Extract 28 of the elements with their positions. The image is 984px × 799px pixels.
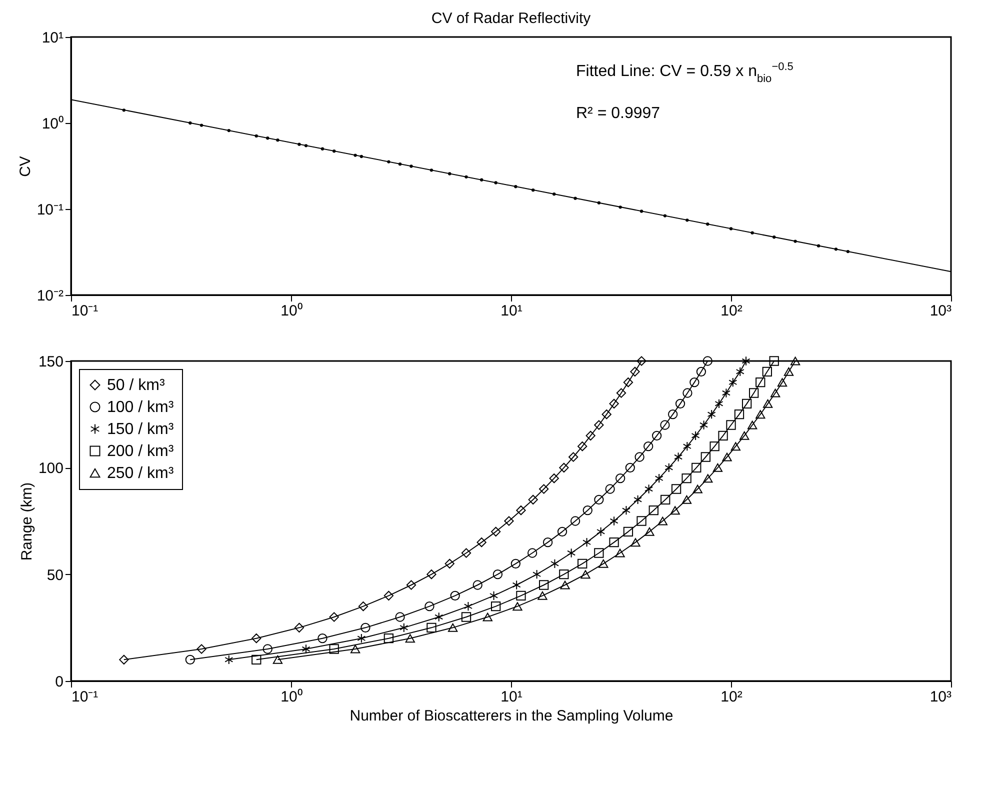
legend-label: 50 / km³ (107, 377, 166, 394)
x-tick-label: 10⁻¹ (72, 302, 98, 320)
x-tick-label: 10³ (930, 688, 952, 706)
legend-label: 100 / km³ (107, 399, 174, 416)
annotation: R² = 0.9997 (576, 105, 660, 122)
y-tick-label: 10⁻² (36, 288, 64, 304)
x-axis-title: Number of Bioscatterers in the Sampling Volume (350, 708, 674, 724)
y-tick-label: 10⁰ (42, 116, 64, 132)
x-tick-label: 10² (720, 688, 742, 706)
y-tick-label: 150 (38, 354, 64, 370)
x-tick-label: 10⁻¹ (72, 688, 98, 706)
chart-title: CV of Radar Reflectivity (431, 10, 592, 27)
x-tick-label: 10³ (930, 302, 952, 320)
y-tick-label: 50 (46, 566, 64, 584)
x-tick-label: 10² (720, 302, 742, 320)
y-axis-title: Range (km) (18, 482, 36, 561)
x-tick-label: 10⁰ (280, 302, 302, 320)
y-tick-label: 100 (38, 460, 64, 478)
x-tick-label: 10¹ (500, 688, 522, 706)
legend-label: 200 / km³ (107, 443, 174, 460)
y-tick-label: 0 (55, 674, 64, 690)
legend-label: 150 / km³ (107, 421, 174, 438)
x-tick-label: 10⁰ (280, 688, 302, 706)
y-tick-label: 10¹ (42, 30, 64, 46)
y-axis-title: CV (16, 156, 34, 177)
x-tick-label: 10¹ (500, 302, 522, 320)
legend-label: 250 / km³ (107, 465, 174, 482)
y-tick-label: 10⁻¹ (36, 202, 64, 218)
